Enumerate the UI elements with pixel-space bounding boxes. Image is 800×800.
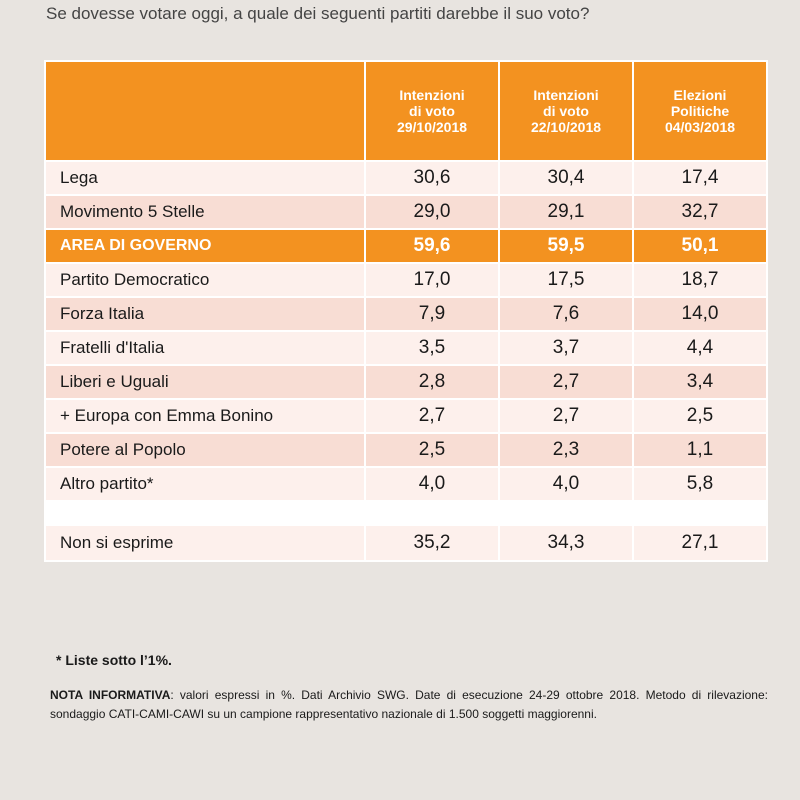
table-row: Altro partito* 4,0 4,0 5,8 [44, 466, 768, 502]
value-cell: 18,7 [632, 262, 768, 298]
value-cell: 2,7 [364, 398, 500, 434]
column-header-line: Politiche [670, 103, 730, 119]
column-header-line: Intenzioni [399, 87, 465, 103]
party-name: + Europa con Emma Bonino [44, 398, 366, 434]
value-cell: 27,1 [632, 524, 768, 562]
value-cell: 34,3 [498, 524, 634, 562]
nota-label: NOTA INFORMATIVA [50, 688, 171, 702]
value-cell: 2,7 [498, 364, 634, 400]
poll-table: Intenzioni di voto 29/10/2018 Intenzioni… [44, 60, 768, 562]
column-header-line: Intenzioni [533, 87, 599, 103]
value-cell: 17,0 [364, 262, 500, 298]
table-row: Potere al Popolo 2,5 2,3 1,1 [44, 432, 768, 468]
column-header-line: di voto [543, 103, 589, 119]
value-cell: 2,8 [364, 364, 500, 400]
table-header-row: Intenzioni di voto 29/10/2018 Intenzioni… [44, 60, 768, 162]
value-cell: 3,7 [498, 330, 634, 366]
column-header-2: Intenzioni di voto 22/10/2018 [498, 60, 634, 162]
party-name: Partito Democratico [44, 262, 366, 298]
party-name: Non si esprime [44, 524, 366, 562]
value-cell: 59,5 [498, 228, 634, 264]
value-cell: 4,0 [498, 466, 634, 502]
value-cell: 4,0 [364, 466, 500, 502]
column-header-line: 04/03/2018 [664, 119, 736, 135]
column-header-line: 29/10/2018 [396, 119, 468, 135]
value-cell: 29,1 [498, 194, 634, 230]
table-row: Partito Democratico 17,0 17,5 18,7 [44, 262, 768, 298]
table-row: + Europa con Emma Bonino 2,7 2,7 2,5 [44, 398, 768, 434]
value-cell: 30,4 [498, 160, 634, 196]
nota-informativa: NOTA INFORMATIVA: valori espressi in %. … [50, 686, 768, 724]
column-header-line: 22/10/2018 [530, 119, 602, 135]
party-name: Potere al Popolo [44, 432, 366, 468]
value-cell: 32,7 [632, 194, 768, 230]
survey-question: Se dovesse votare oggi, a quale dei segu… [46, 4, 590, 23]
value-cell: 7,9 [364, 296, 500, 332]
value-cell: 50,1 [632, 228, 768, 264]
value-cell: 17,4 [632, 160, 768, 196]
party-name: Fratelli d'Italia [44, 330, 366, 366]
value-cell: 14,0 [632, 296, 768, 332]
table-row: Liberi e Uguali 2,8 2,7 3,4 [44, 364, 768, 400]
table-row-area-di-governo: AREA DI GOVERNO 59,6 59,5 50,1 [44, 228, 768, 264]
table-row: Forza Italia 7,9 7,6 14,0 [44, 296, 768, 332]
value-cell: 17,5 [498, 262, 634, 298]
column-header-line: Elezioni [673, 87, 727, 103]
table-row: Movimento 5 Stelle 29,0 29,1 32,7 [44, 194, 768, 230]
value-cell: 30,6 [364, 160, 500, 196]
footnote: * Liste sotto l’1%. [56, 652, 172, 668]
value-cell: 2,7 [498, 398, 634, 434]
party-name: Forza Italia [44, 296, 366, 332]
value-cell: 3,5 [364, 330, 500, 366]
value-cell: 29,0 [364, 194, 500, 230]
value-cell: 5,8 [632, 466, 768, 502]
party-name: Lega [44, 160, 366, 196]
value-cell: 35,2 [364, 524, 500, 562]
table-row: Fratelli d'Italia 3,5 3,7 4,4 [44, 330, 768, 366]
table-row: Lega 30,6 30,4 17,4 [44, 160, 768, 196]
value-cell: 7,6 [498, 296, 634, 332]
column-header-3: Elezioni Politiche 04/03/2018 [632, 60, 768, 162]
value-cell: 3,4 [632, 364, 768, 400]
table-row-non-si-esprime: Non si esprime 35,2 34,3 27,1 [44, 524, 768, 562]
nota-text: : valori espressi in %. Dati Archivio SW… [50, 688, 768, 721]
party-name: AREA DI GOVERNO [44, 228, 366, 264]
party-name: Liberi e Uguali [44, 364, 366, 400]
value-cell: 4,4 [632, 330, 768, 366]
value-cell: 59,6 [364, 228, 500, 264]
party-name: Altro partito* [44, 466, 366, 502]
spacer-cell [44, 500, 768, 526]
value-cell: 2,3 [498, 432, 634, 468]
value-cell: 2,5 [364, 432, 500, 468]
party-name: Movimento 5 Stelle [44, 194, 366, 230]
value-cell: 2,5 [632, 398, 768, 434]
header-blank-cell [44, 60, 366, 162]
column-header-line: di voto [409, 103, 455, 119]
column-header-1: Intenzioni di voto 29/10/2018 [364, 60, 500, 162]
table-spacer-row [44, 500, 768, 526]
value-cell: 1,1 [632, 432, 768, 468]
